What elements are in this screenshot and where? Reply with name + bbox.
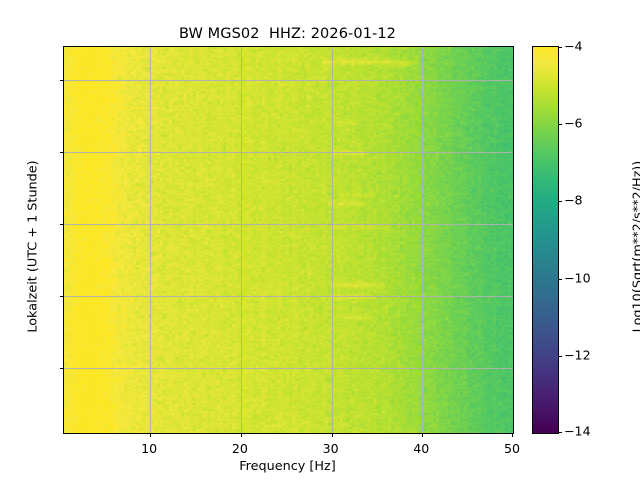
- gridline-vertical: [150, 47, 152, 433]
- colorbar-tick: [558, 355, 562, 357]
- gridline-horizontal: [64, 151, 513, 153]
- gridline-horizontal: [64, 79, 513, 81]
- colorbar-label: Log10(Sqrt(m**2/s**2/Hz)): [630, 160, 640, 333]
- colorbar-tick: [558, 278, 562, 280]
- colorbar-ticklabel: −12: [564, 347, 591, 363]
- gridline-vertical: [331, 47, 333, 433]
- colorbar-ticklabel: −10: [564, 270, 591, 286]
- page-title: BW MGS02 HHZ: 2026-01-12: [179, 26, 396, 42]
- colorbar-ticklabel: −4: [564, 38, 583, 54]
- colorbar-tick: [558, 432, 562, 434]
- x-axis-tick: [240, 433, 242, 437]
- gridline-horizontal: [64, 368, 513, 370]
- gridline-horizontal: [64, 223, 513, 225]
- x-axis-ticklabel: 20: [231, 441, 248, 456]
- x-axis-ticklabel: 50: [503, 441, 521, 456]
- colorbar-tick: [558, 124, 562, 126]
- y-axis-tick: [60, 223, 64, 225]
- spectrogram-axes: [60, 46, 514, 437]
- y-axis-tick: [60, 79, 64, 81]
- gridline-vertical: [240, 47, 242, 433]
- x-axis-ticklabel: 30: [322, 441, 339, 456]
- y-axis-tick: [60, 295, 64, 297]
- x-axis-ticklabel: 10: [141, 441, 158, 456]
- x-axis-label: Frequency [Hz]: [239, 459, 336, 474]
- colorbar-tick: [558, 47, 562, 49]
- y-axis-tick: [60, 151, 64, 153]
- gridline-vertical: [422, 47, 424, 433]
- x-axis-tick: [512, 433, 514, 437]
- y-axis-label: Lokalzeit (UTC + 1 Stunde): [25, 160, 41, 333]
- colorbar-ticklabel: −6: [564, 115, 583, 131]
- colorbar-gradient: [533, 47, 558, 433]
- colorbar: [532, 46, 562, 434]
- y-axis-tick: [60, 368, 64, 370]
- x-axis-tick: [331, 433, 333, 437]
- colorbar-ticklabel: −14: [564, 423, 591, 439]
- x-axis-tick: [422, 433, 424, 437]
- colorbar-ticklabel: −8: [564, 192, 583, 208]
- colorbar-tick: [558, 201, 562, 203]
- gridline-horizontal: [64, 295, 513, 297]
- spectrogram-image: [64, 47, 513, 433]
- x-axis-tick: [150, 433, 152, 437]
- x-axis-ticklabel: 40: [413, 441, 430, 456]
